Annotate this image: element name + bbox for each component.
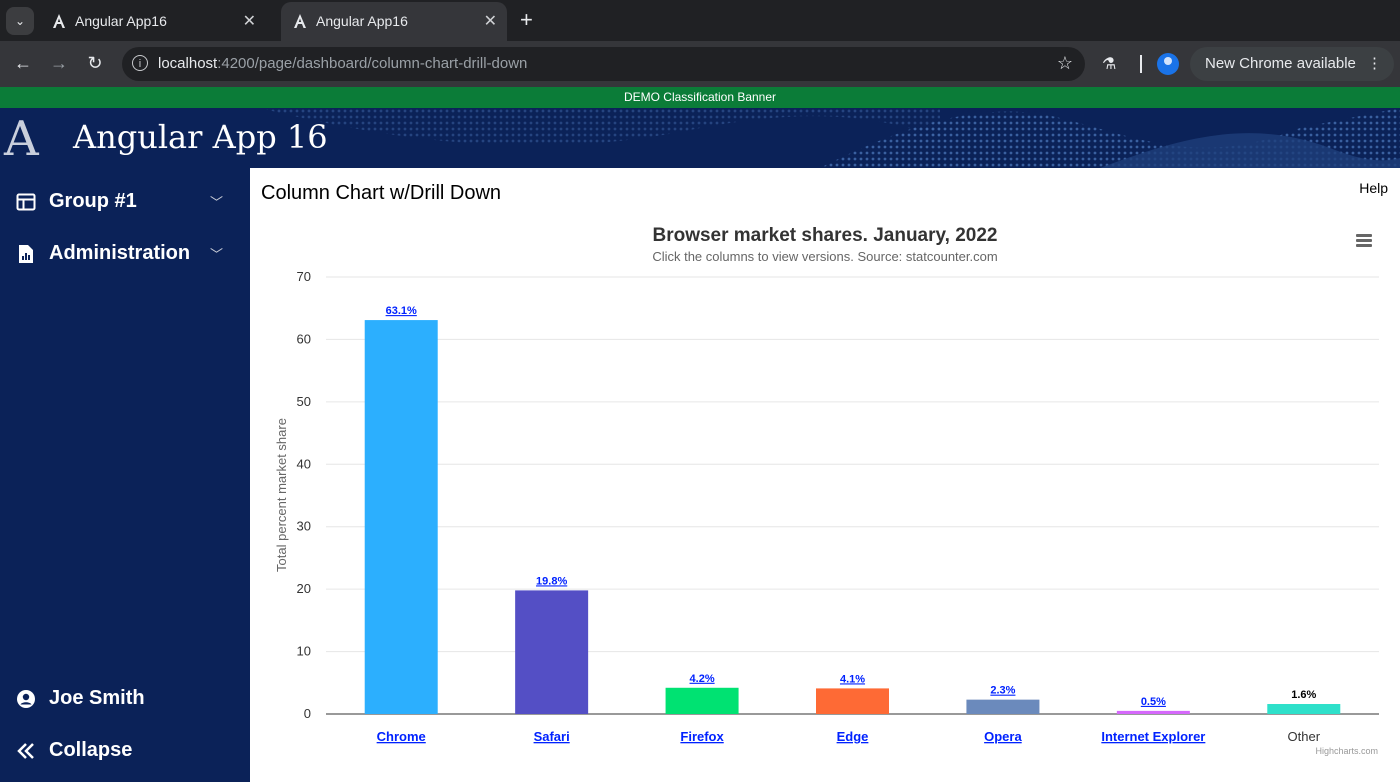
sidebar-item-label: Administration bbox=[49, 242, 191, 264]
close-icon[interactable]: ✕ bbox=[483, 13, 497, 30]
y-tick-label: 60 bbox=[297, 331, 311, 346]
data-label: 1.6% bbox=[1291, 689, 1316, 701]
update-chrome-button[interactable]: New Chrome available ⋮ bbox=[1190, 47, 1394, 81]
report-file-icon bbox=[19, 245, 33, 263]
account-circle-icon bbox=[17, 690, 35, 708]
tab-search-button[interactable]: ⌄ bbox=[6, 7, 34, 35]
app-title: Angular App 16 bbox=[73, 118, 328, 156]
x-tick-label[interactable]: Firefox bbox=[680, 729, 724, 744]
back-arrow-icon[interactable]: ← bbox=[14, 53, 32, 73]
user-menu[interactable]: Joe Smith bbox=[0, 679, 250, 719]
y-tick-label: 30 bbox=[297, 519, 311, 534]
flask-icon[interactable]: ⚗ bbox=[1102, 56, 1117, 73]
chevron-down-icon: ⌄ bbox=[14, 14, 26, 28]
tab-title: Angular App16 bbox=[75, 13, 167, 29]
new-tab-button[interactable]: + bbox=[520, 7, 533, 32]
sidebar: Group #1 ﹀ Administration ﹀ Joe Smith Co… bbox=[0, 168, 250, 782]
y-axis-ticks: 0 10 20 30 40 50 60 70 bbox=[297, 269, 311, 721]
angular-logo-icon bbox=[294, 14, 306, 28]
x-tick-label[interactable]: Internet Explorer bbox=[1101, 729, 1205, 744]
app-logo: A bbox=[4, 111, 39, 167]
classification-banner: DEMO Classification Banner bbox=[0, 87, 1400, 108]
browser-tab[interactable]: Angular App16 ✕ bbox=[40, 2, 266, 41]
dashboard-icon bbox=[16, 193, 36, 211]
data-label[interactable]: 0.5% bbox=[1141, 696, 1166, 708]
header-wave-pattern bbox=[260, 108, 1400, 168]
chart-bar[interactable] bbox=[1116, 710, 1190, 714]
x-tick-label[interactable]: Edge bbox=[837, 729, 869, 744]
x-tick-label[interactable]: Opera bbox=[984, 729, 1022, 744]
data-label[interactable]: 4.2% bbox=[690, 673, 715, 685]
sidebar-item-label: Group #1 bbox=[49, 190, 137, 212]
angular-logo-icon bbox=[53, 14, 65, 28]
y-tick-label: 40 bbox=[297, 456, 311, 471]
main-content: Column Chart w/Drill Down Help bbox=[251, 168, 1400, 782]
data-label[interactable]: 2.3% bbox=[990, 685, 1015, 697]
chevron-down-icon: ﹀ bbox=[210, 195, 224, 210]
reload-icon[interactable]: ↻ bbox=[87, 53, 103, 73]
y-tick-label: 0 bbox=[304, 706, 311, 721]
browser-tab-active[interactable]: Angular App16 ✕ bbox=[281, 2, 507, 41]
chart-bar[interactable] bbox=[515, 590, 589, 714]
sidebar-item-group-1[interactable]: Group #1 ﹀ bbox=[0, 182, 250, 222]
chart-gridlines bbox=[326, 276, 1379, 715]
chart-context-menu-icon[interactable] bbox=[1354, 232, 1374, 250]
chart-title: Browser market shares. January, 2022 bbox=[652, 225, 997, 246]
user-name: Joe Smith bbox=[49, 687, 145, 709]
y-tick-label: 50 bbox=[297, 394, 311, 409]
site-info-icon[interactable]: i bbox=[132, 55, 148, 71]
x-axis-ticks: Chrome Safari Firefox Edge Opera Internet Exp… bbox=[377, 729, 1321, 744]
url-text[interactable]: localhost:4200/page/dashboard/column-cha… bbox=[158, 55, 527, 72]
update-chrome-label: New Chrome available bbox=[1205, 55, 1356, 72]
y-tick-label: 10 bbox=[297, 644, 311, 659]
x-tick-label[interactable]: Safari bbox=[534, 729, 570, 744]
data-label[interactable]: 63.1% bbox=[386, 305, 417, 317]
chart-bar[interactable] bbox=[816, 688, 889, 714]
chart-bars: 63.1% 19.8% 4.2% 4.1% 2.3% 0.5% 1.6% bbox=[364, 305, 1341, 714]
x-tick-label[interactable]: Chrome bbox=[377, 729, 426, 744]
chart-bar bbox=[1267, 704, 1341, 714]
collapse-label: Collapse bbox=[49, 739, 133, 761]
chart-credits[interactable]: Highcharts.com bbox=[1315, 746, 1378, 756]
browser-tab-strip: ⌄ Angular App16 ✕ Angular App16 ✕ + bbox=[0, 0, 1400, 41]
chevron-down-icon: ﹀ bbox=[210, 247, 224, 262]
chart-bar[interactable] bbox=[364, 320, 438, 714]
toolbar-divider bbox=[1140, 55, 1142, 73]
chart-bar[interactable] bbox=[966, 699, 1040, 714]
x-tick-label: Other bbox=[1288, 729, 1321, 744]
forward-arrow-icon[interactable]: → bbox=[50, 53, 68, 73]
url-host: localhost bbox=[158, 55, 218, 72]
close-icon[interactable]: ✕ bbox=[242, 13, 256, 30]
tab-title: Angular App16 bbox=[316, 13, 408, 29]
y-axis-title: Total percent market share bbox=[274, 418, 289, 572]
profile-avatar-icon[interactable] bbox=[1157, 53, 1179, 75]
chart-bar[interactable] bbox=[665, 687, 739, 714]
address-bar[interactable]: i localhost:4200/page/dashboard/column-c… bbox=[122, 47, 1085, 81]
data-label[interactable]: 4.1% bbox=[840, 673, 865, 685]
help-link[interactable]: Help bbox=[1359, 180, 1388, 196]
double-chevron-left-icon bbox=[17, 743, 34, 759]
data-label[interactable]: 19.8% bbox=[536, 575, 567, 587]
url-path: :4200/page/dashboard/column-chart-drill-… bbox=[217, 55, 528, 72]
bookmark-star-icon[interactable]: ☆ bbox=[1056, 53, 1073, 73]
app-header: A Angular App 16 bbox=[0, 108, 1400, 168]
chart-subtitle: Click the columns to view versions. Sour… bbox=[652, 249, 997, 264]
y-tick-label: 70 bbox=[297, 269, 311, 284]
y-tick-label: 20 bbox=[297, 581, 311, 596]
collapse-sidebar-button[interactable]: Collapse bbox=[0, 731, 250, 771]
page-title: Column Chart w/Drill Down bbox=[261, 182, 502, 204]
more-vert-icon: ⋮ bbox=[1367, 55, 1382, 72]
sidebar-item-administration[interactable]: Administration ﹀ bbox=[0, 234, 250, 274]
